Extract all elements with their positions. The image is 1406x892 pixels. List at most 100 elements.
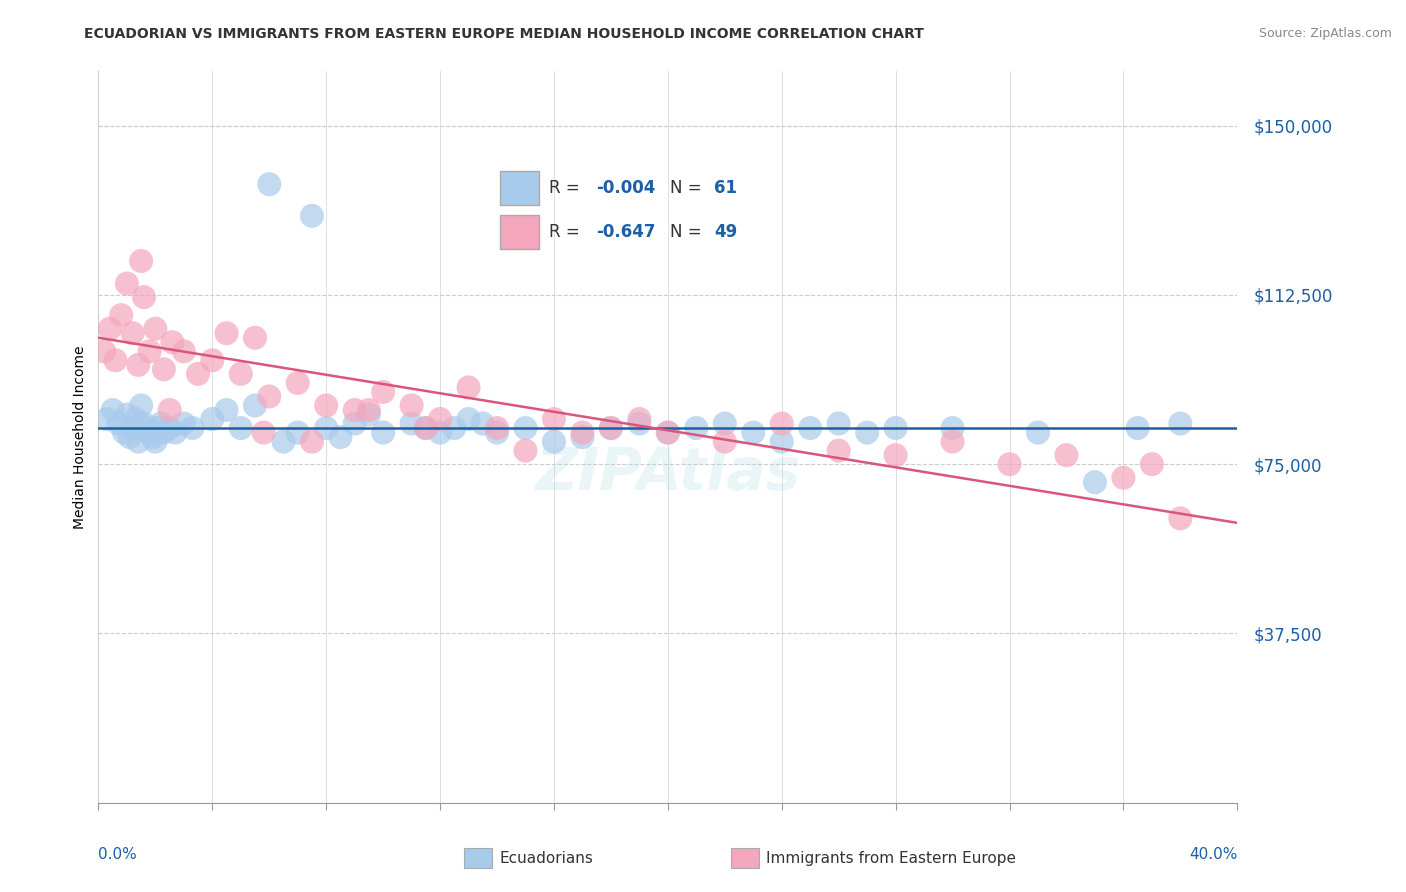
Point — [150, 417, 173, 431]
Point — [443, 421, 465, 435]
Point — [148, 421, 170, 435]
Point — [799, 421, 821, 435]
Point — [243, 399, 266, 413]
Point — [115, 408, 138, 422]
Point — [657, 425, 679, 440]
Text: -0.647: -0.647 — [596, 223, 655, 241]
Point — [215, 326, 238, 341]
Text: R =: R = — [550, 223, 585, 241]
Point — [942, 434, 965, 449]
Text: N =: N = — [669, 179, 706, 197]
Point — [884, 421, 907, 435]
Point — [287, 376, 309, 390]
Point — [165, 425, 187, 440]
Point — [252, 425, 274, 440]
Point — [457, 380, 479, 394]
Text: N =: N = — [669, 223, 706, 241]
Point — [96, 412, 118, 426]
Point — [371, 384, 394, 399]
Point — [159, 421, 181, 435]
Point — [1112, 471, 1135, 485]
Point — [129, 399, 152, 413]
Point — [486, 421, 509, 435]
Text: R =: R = — [550, 179, 585, 197]
Point — [457, 412, 479, 426]
Text: Source: ZipAtlas.com: Source: ZipAtlas.com — [1258, 27, 1392, 40]
Point — [132, 417, 155, 431]
Point — [301, 209, 323, 223]
Point — [243, 331, 266, 345]
Point — [742, 425, 765, 440]
Point — [429, 412, 451, 426]
Point — [486, 425, 509, 440]
Point — [1026, 425, 1049, 440]
Text: 61: 61 — [714, 179, 737, 197]
Point — [1126, 421, 1149, 435]
Point — [98, 322, 121, 336]
Point — [273, 434, 295, 449]
Point — [401, 399, 423, 413]
Point — [153, 425, 176, 440]
Point — [357, 403, 380, 417]
Point — [543, 434, 565, 449]
Point — [471, 417, 494, 431]
Point — [118, 430, 141, 444]
Point — [770, 434, 793, 449]
Point — [357, 408, 380, 422]
Point — [259, 389, 281, 403]
Point — [110, 308, 132, 322]
Point — [401, 417, 423, 431]
Point — [162, 335, 184, 350]
Text: 40.0%: 40.0% — [1189, 847, 1237, 862]
Text: Immigrants from Eastern Europe: Immigrants from Eastern Europe — [766, 851, 1017, 865]
Point — [138, 344, 160, 359]
Text: 0.0%: 0.0% — [98, 847, 138, 862]
Point — [173, 417, 195, 431]
Point — [127, 434, 149, 449]
Text: ECUADORIAN VS IMMIGRANTS FROM EASTERN EUROPE MEDIAN HOUSEHOLD INCOME CORRELATION: ECUADORIAN VS IMMIGRANTS FROM EASTERN EU… — [84, 27, 924, 41]
Point — [515, 443, 537, 458]
Point — [571, 425, 593, 440]
Point — [141, 430, 163, 444]
Text: 49: 49 — [714, 223, 737, 241]
Point — [884, 448, 907, 462]
FancyBboxPatch shape — [499, 215, 538, 250]
Point — [138, 425, 160, 440]
Point — [571, 430, 593, 444]
Point — [115, 277, 138, 291]
Point — [107, 417, 129, 431]
Point — [159, 403, 181, 417]
Point — [343, 403, 366, 417]
Point — [628, 412, 651, 426]
Point — [770, 417, 793, 431]
Point — [714, 434, 737, 449]
Point — [181, 421, 204, 435]
Point — [173, 344, 195, 359]
Point — [287, 425, 309, 440]
Point — [600, 421, 623, 435]
Point — [135, 421, 157, 435]
Point — [229, 421, 252, 435]
Point — [121, 421, 143, 435]
Text: -0.004: -0.004 — [596, 179, 655, 197]
Point — [93, 344, 115, 359]
Point — [343, 417, 366, 431]
Point — [301, 434, 323, 449]
Point — [515, 421, 537, 435]
Point — [259, 178, 281, 192]
Point — [121, 326, 143, 341]
Point — [129, 254, 152, 268]
Point — [329, 430, 352, 444]
Text: Ecuadorians: Ecuadorians — [499, 851, 593, 865]
Point — [657, 425, 679, 440]
Point — [153, 362, 176, 376]
Point — [124, 412, 146, 426]
Point — [187, 367, 209, 381]
Point — [1170, 511, 1192, 525]
Point — [201, 353, 224, 368]
Point — [714, 417, 737, 431]
Point — [127, 358, 149, 372]
Point — [145, 434, 167, 449]
Point — [104, 353, 127, 368]
Point — [415, 421, 437, 435]
